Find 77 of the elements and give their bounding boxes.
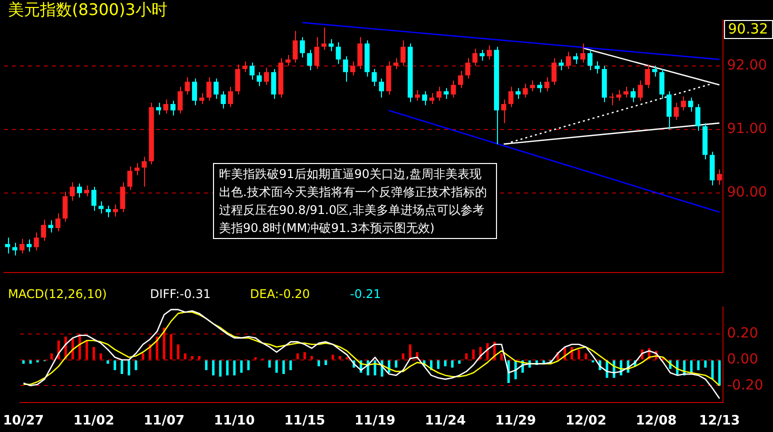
- chart-title: MACD(12,26,10): [8, 287, 107, 302]
- bar: [190, 356, 194, 360]
- bar: [120, 360, 124, 374]
- series-label: DIFF:-0.31: [150, 287, 211, 302]
- bar: [170, 334, 172, 360]
- bar: [282, 360, 285, 374]
- candlestick: [408, 43, 413, 103]
- y-tick-label: -0.20: [727, 377, 764, 394]
- bar: [162, 328, 166, 360]
- bar: [233, 360, 236, 376]
- bar: [465, 353, 468, 360]
- bar: [100, 353, 102, 360]
- y-tick-label: 0.20: [727, 326, 758, 342]
- x-tick-label: 11/07: [144, 414, 185, 429]
- x-tick-label: 11/29: [495, 414, 536, 429]
- bar: [86, 340, 88, 360]
- x-tick-label: 11/10: [214, 414, 255, 429]
- x-tick-label: 11/24: [424, 414, 466, 429]
- bar: [690, 360, 693, 373]
- x-tick-label: 12/02: [565, 414, 606, 429]
- x-tick-label: 11/19: [354, 414, 396, 429]
- annotation: 昨美指跌破91后如期直逼90关口边,盘周非美表现出色.技术面今天美指将有一个反弹修正技术指标的过程反压在90.8/91.0区,非美多单进场点可以参考美指90.8时(MM冲破91.3本预示图无效): [213, 163, 497, 239]
- text: 90.32: [728, 22, 768, 38]
- bar: [444, 360, 447, 366]
- bar: [394, 360, 398, 368]
- bar: [92, 346, 96, 360]
- bar: [268, 360, 271, 368]
- bar: [500, 353, 503, 360]
- bar: [338, 356, 342, 360]
- bar: [50, 353, 53, 360]
- bar: [303, 352, 306, 360]
- bar: [184, 353, 186, 360]
- bar: [114, 360, 116, 370]
- text: -0.21: [350, 287, 382, 302]
- x-tick-label: 10/27: [3, 414, 44, 429]
- bar: [578, 350, 580, 360]
- bar: [697, 360, 700, 370]
- bar: [437, 360, 440, 369]
- text: DEA:-0.20: [250, 287, 310, 302]
- bar: [176, 344, 180, 360]
- bar: [134, 360, 138, 370]
- x-tick-label: 12/13: [699, 414, 740, 429]
- bar: [296, 353, 299, 360]
- candlestick: [314, 36, 320, 70]
- bar: [584, 353, 588, 360]
- bar: [205, 360, 208, 370]
- bar: [226, 360, 229, 376]
- bar: [332, 354, 334, 360]
- x-tick-label: 12/08: [636, 414, 677, 429]
- bar: [106, 360, 110, 364]
- y-tick-label: 90.00: [727, 184, 768, 201]
- bar: [275, 360, 278, 373]
- bar: [212, 360, 215, 376]
- bar: [219, 360, 222, 377]
- bar: [402, 353, 404, 360]
- x-tick-label: 11/02: [73, 414, 114, 429]
- bar: [408, 344, 412, 360]
- x-tick-label: 11/15: [284, 414, 326, 429]
- bar: [310, 356, 313, 360]
- candlestick: [465, 58, 470, 80]
- bar: [240, 360, 243, 373]
- bar: [711, 360, 714, 380]
- bar: [198, 356, 200, 360]
- y-tick-label: 92.00: [727, 57, 768, 74]
- bar: [472, 350, 475, 360]
- bar: [324, 360, 328, 366]
- chart-title: 美元指数(8300)3小时: [8, 0, 168, 20]
- bar: [458, 360, 461, 364]
- y-tick-label: 0.00: [727, 351, 758, 368]
- bar: [704, 360, 707, 368]
- bar: [451, 360, 454, 368]
- bar: [289, 360, 292, 370]
- bar: [247, 360, 250, 370]
- bar: [318, 360, 320, 366]
- bar: [128, 360, 130, 376]
- bar: [156, 336, 158, 360]
- y-tick-label: 91.00: [727, 121, 768, 138]
